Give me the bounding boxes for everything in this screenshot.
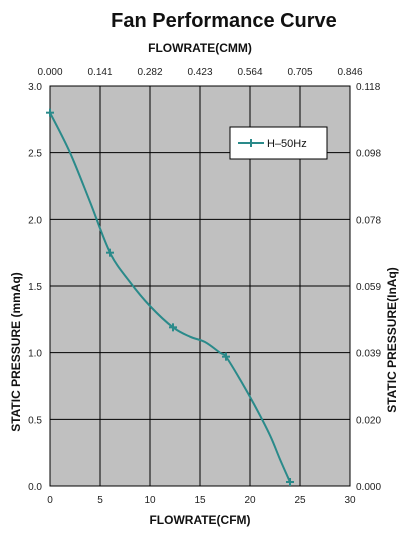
legend: H–50Hz (229, 126, 328, 160)
y-tick-label-left: 0.5 (28, 415, 42, 426)
x-tick-label-bottom: 30 (344, 495, 356, 506)
x-tick-label-top: 0.141 (87, 67, 112, 78)
y-tick-label-right: 0.039 (356, 349, 381, 360)
x-tick-label-top: 0.564 (237, 67, 262, 78)
x-tick-label-top: 0.000 (37, 67, 62, 78)
x-tick-label-bottom: 15 (194, 495, 206, 506)
data-point (46, 108, 54, 117)
data-point (169, 323, 177, 332)
data-point (286, 478, 294, 486)
legend-box (229, 126, 328, 160)
legend-label: H–50Hz (267, 138, 307, 150)
y-tick-label-right: 0.059 (356, 282, 381, 293)
y-tick-label-left: 0.0 (28, 482, 42, 493)
x-tick-label-bottom: 25 (294, 495, 306, 506)
x-tick-label-top: 0.705 (287, 67, 312, 78)
y-tick-label-right: 0.118 (356, 82, 381, 93)
right-axis-title: STATIC PRESSURE(InAq) (385, 267, 399, 413)
data-point (222, 352, 230, 361)
y-tick-label-left: 1.0 (28, 349, 42, 360)
top-axis-title: FLOWRATE(CMM) (148, 41, 252, 55)
x-tick-label-bottom: 10 (144, 495, 156, 506)
y-tick-label-right: 0.020 (356, 415, 381, 426)
data-point (106, 248, 114, 257)
x-tick-label-bottom: 0 (47, 495, 53, 506)
y-tick-label-left: 2.5 (28, 149, 42, 160)
tick-labels: 0 5 10 15 20 25 300.000 0.141 0.282 0.423 0.564 0.7… (28, 67, 381, 506)
x-tick-label-bottom: 5 (97, 495, 103, 506)
chart-title: Fan Performance Curve (111, 10, 337, 32)
y-tick-label-left: 1.5 (28, 282, 42, 293)
y-tick-label-right: 0.078 (356, 215, 381, 226)
y-tick-label-right: 0.098 (356, 149, 381, 160)
y-tick-label-left: 3.0 (28, 82, 42, 93)
bottom-axis-title: FLOWRATE(CFM) (149, 513, 250, 527)
x-tick-label-bottom: 20 (244, 495, 256, 506)
x-tick-label-top: 0.423 (187, 67, 212, 78)
x-tick-label-top: 0.846 (337, 67, 362, 78)
series-layer (46, 108, 294, 486)
y-tick-label-right: 0.000 (356, 482, 381, 493)
left-axis-title: STATIC PRESSURE (mmAq) (9, 272, 23, 432)
y-tick-label-left: 2.0 (28, 215, 42, 226)
x-tick-label-top: 0.282 (137, 67, 162, 78)
series-line (49, 112, 291, 483)
